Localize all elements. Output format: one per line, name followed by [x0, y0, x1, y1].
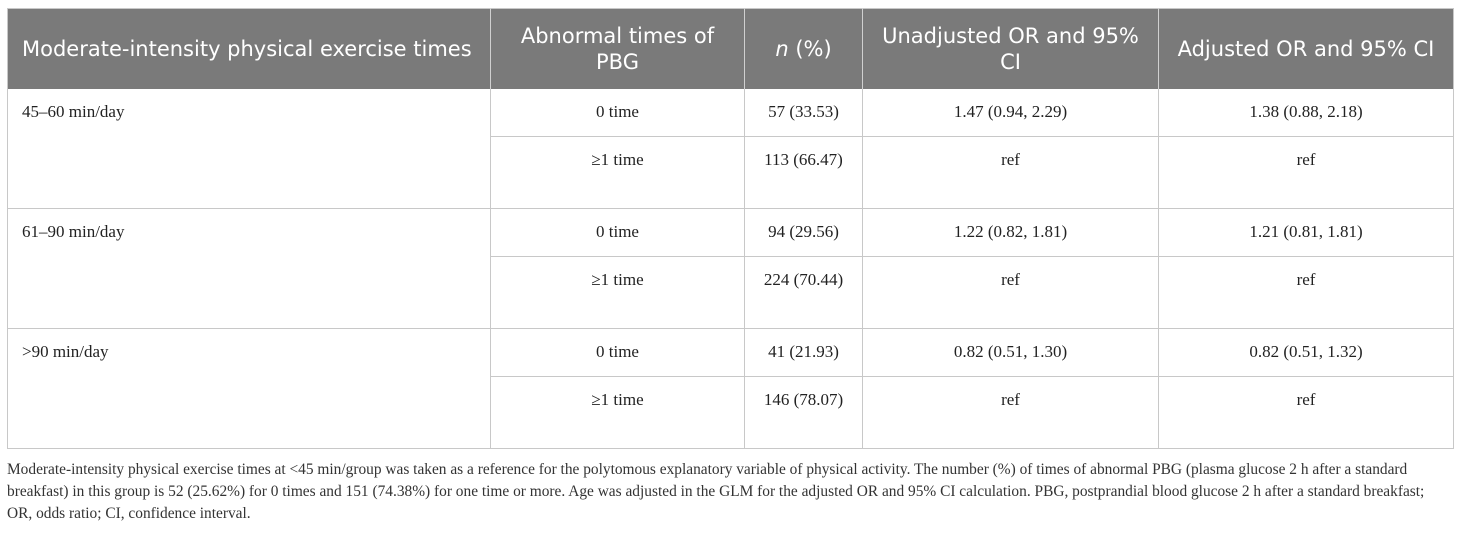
- header-row: Moderate-intensity physical exercise tim…: [7, 8, 1454, 89]
- group-label: 61–90 min/day: [7, 208, 491, 329]
- group-label: >90 min/day: [7, 328, 491, 449]
- table-row: ≥1 time 224 (70.44) ref ref: [8, 256, 1454, 329]
- header-n-rest: (%): [788, 36, 832, 61]
- cell-adjusted: 1.38 (0.88, 2.18): [1158, 88, 1454, 137]
- table-footnote: Moderate-intensity physical exercise tim…: [7, 461, 1425, 522]
- cell-abnormal: 0 time: [490, 208, 745, 257]
- table-row: >90 min/day 0 time 41 (21.93) 0.82 (0.51…: [7, 328, 1454, 449]
- results-table: Moderate-intensity physical exercise tim…: [7, 8, 1454, 449]
- table-row: ≥1 time 113 (66.47) ref ref: [8, 136, 1454, 209]
- cell-adjusted: ref: [1158, 256, 1454, 329]
- cell-adjusted: 0.82 (0.51, 1.32): [1158, 328, 1454, 377]
- cell-unadjusted: 1.22 (0.82, 1.81): [862, 208, 1159, 257]
- cell-n: 146 (78.07): [744, 376, 863, 449]
- cell-abnormal: ≥1 time: [490, 256, 745, 329]
- header-n: n (%): [744, 8, 863, 89]
- cell-adjusted: 1.21 (0.81, 1.81): [1158, 208, 1454, 257]
- cell-unadjusted: 1.47 (0.94, 2.29): [862, 88, 1159, 137]
- header-adjusted: Adjusted OR and 95% CI: [1158, 8, 1454, 89]
- cell-n: 41 (21.93): [744, 328, 863, 377]
- cell-abnormal: ≥1 time: [490, 376, 745, 449]
- cell-adjusted: ref: [1158, 136, 1454, 209]
- cell-unadjusted: ref: [862, 376, 1159, 449]
- table-row: 45–60 min/day 0 time 57 (33.53) 1.47 (0.…: [7, 88, 1454, 209]
- table-row: ≥1 time 146 (78.07) ref ref: [8, 376, 1454, 449]
- header-unadjusted: Unadjusted OR and 95% CI: [862, 8, 1159, 89]
- table-row: 61–90 min/day 0 time 94 (29.56) 1.22 (0.…: [7, 208, 1454, 329]
- header-abnormal: Abnormal times of PBG: [490, 8, 745, 89]
- group-label: 45–60 min/day: [7, 88, 491, 209]
- cell-unadjusted: ref: [862, 136, 1159, 209]
- cell-abnormal: 0 time: [490, 328, 745, 377]
- table-container: Moderate-intensity physical exercise tim…: [7, 8, 1454, 449]
- header-group: Moderate-intensity physical exercise tim…: [7, 8, 491, 89]
- cell-abnormal: 0 time: [490, 88, 745, 137]
- cell-adjusted: ref: [1158, 376, 1454, 449]
- cell-n: 94 (29.56): [744, 208, 863, 257]
- cell-n: 57 (33.53): [744, 88, 863, 137]
- cell-n: 224 (70.44): [744, 256, 863, 329]
- header-n-italic: n: [775, 36, 789, 61]
- cell-abnormal: ≥1 time: [490, 136, 745, 209]
- cell-n: 113 (66.47): [744, 136, 863, 209]
- cell-unadjusted: 0.82 (0.51, 1.30): [862, 328, 1159, 377]
- cell-unadjusted: ref: [862, 256, 1159, 329]
